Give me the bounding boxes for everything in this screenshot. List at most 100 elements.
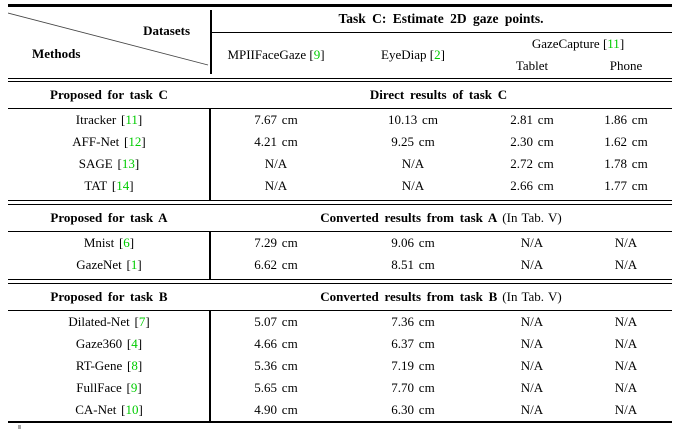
method-cell: Mnist [6]	[8, 235, 210, 251]
method-name: FullFace	[76, 379, 122, 395]
section-right-title: Direct results of task C	[369, 87, 508, 103]
citation-link[interactable]: 9	[130, 379, 138, 395]
value-cell: 6.30 cm	[391, 401, 435, 417]
value-cell: N/A	[614, 235, 638, 251]
value-cell: 7.67 cm	[254, 112, 298, 128]
table-sections: Proposed for task C Direct results of ta…	[8, 82, 672, 421]
citation-link[interactable]: 10	[125, 401, 139, 417]
column-header-gazecapture: GazeCapture [11]	[484, 33, 672, 56]
value-cell: 6.37 cm	[391, 335, 435, 351]
header-data-area: Task C: Estimate 2D gaze points. MPIIFac…	[210, 7, 672, 78]
citation-bracket: [	[134, 313, 139, 329]
value-cell: N/A	[614, 401, 638, 417]
method-cell: Dilated-Net [7]	[8, 314, 210, 330]
citation-bracket: [	[126, 357, 132, 373]
corner-methods-label: Methods	[32, 45, 81, 61]
citation-link[interactable]: 11	[607, 35, 620, 51]
citation-bracket: [	[121, 401, 126, 417]
citation-bracket: ]	[137, 357, 143, 373]
section-right-note: (In Tab. V)	[502, 288, 562, 304]
section-right-header: Converted results from task A (In Tab. V)	[210, 210, 672, 226]
value-cell: N/A	[614, 357, 638, 373]
citation-link[interactable]: 12	[128, 134, 142, 150]
value-cell: 9.06 cm	[391, 235, 435, 251]
citation-link[interactable]: 8	[131, 357, 138, 373]
value-cell: N/A	[614, 379, 638, 395]
section-right-note: (In Tab. V)	[502, 209, 562, 225]
value-cell: 2.66 cm	[510, 178, 554, 194]
corner-cell: Datasets Methods	[8, 7, 210, 78]
section-right-header: Direct results of task C	[210, 87, 672, 103]
method-name: SAGE	[78, 156, 113, 172]
citation-link[interactable]: 11	[125, 112, 138, 128]
section-right-header: Converted results from task B (In Tab. V)	[210, 289, 672, 305]
citation-bracket: [	[124, 134, 129, 150]
citation-link[interactable]: 4	[131, 335, 138, 351]
value-cell: N/A	[520, 357, 544, 373]
value-cell: 2.30 cm	[510, 134, 554, 150]
citation-bracket: [	[309, 47, 314, 62]
dataset-header-row: MPIIFaceGaze [9] EyeDiap [2] GazeCapture…	[210, 33, 672, 78]
method-name: Itracker	[75, 112, 117, 128]
divider	[8, 108, 672, 110]
dataset-name: GazeCapture	[531, 35, 600, 51]
table-row: SAGE [13] N/A N/A 2.72 cm 1.78 cm	[8, 153, 672, 175]
diagonal-line	[8, 12, 209, 65]
dataset-name: EyeDiap	[381, 47, 427, 62]
citation-bracket: ]	[138, 401, 143, 417]
citation-link[interactable]: 6	[123, 235, 130, 251]
dataset-name: MPIIFaceGaze	[227, 47, 307, 62]
value-cell: 7.70 cm	[391, 379, 435, 395]
section-right-title: Converted results from task B	[320, 288, 498, 304]
method-cell: RT-Gene [8]	[8, 358, 210, 374]
citation-bracket: [	[126, 379, 131, 395]
method-cell: FullFace [9]	[8, 380, 210, 396]
citation-link[interactable]: 7	[138, 313, 146, 329]
table-row: CA-Net [10] 4.90 cm 6.30 cm N/A N/A	[8, 399, 672, 421]
divider	[8, 309, 672, 311]
value-cell: 2.81 cm	[510, 112, 554, 128]
footnote-mark	[18, 425, 21, 429]
results-table: Datasets Methods Task C: Estimate 2D gaz…	[8, 4, 672, 424]
method-cell: TAT [14]	[8, 178, 210, 194]
method-name: RT-Gene	[75, 357, 123, 373]
citation-bracket: [	[120, 112, 126, 128]
citation-bracket: ]	[134, 156, 140, 172]
divider	[8, 230, 672, 233]
table-bottom-rule	[8, 420, 672, 424]
section-body: Dilated-Net [7] 5.07 cm 7.36 cm N/A N/A Gaz…	[8, 310, 672, 421]
section-body: Itracker [11] 7.67 cm 10.13 cm 2.81 cm 1.86…	[8, 109, 672, 201]
section-right-title: Converted results from task A	[320, 209, 498, 225]
value-cell: N/A	[401, 156, 425, 172]
section-header-row: Proposed for task C Direct results of ta…	[8, 82, 672, 108]
value-cell: N/A	[614, 335, 638, 351]
citation-bracket: [	[429, 47, 435, 62]
method-name: CA-Net	[75, 401, 117, 417]
value-cell: 9.25 cm	[391, 134, 435, 150]
table-row: Gaze360 [4] 4.66 cm 6.37 cm N/A N/A	[8, 333, 672, 355]
value-cell: N/A	[614, 257, 638, 273]
citation-bracket: ]	[619, 35, 625, 51]
subcolumn-header-phone: Phone	[609, 58, 643, 74]
table-row: RT-Gene [8] 5.36 cm 7.19 cm N/A N/A	[8, 355, 672, 377]
section-left-header: Proposed for task C	[50, 87, 168, 103]
citation-link[interactable]: 2	[434, 47, 441, 62]
value-cell: 5.65 cm	[254, 379, 298, 395]
divider-double	[8, 200, 672, 205]
citation-link[interactable]: 14	[116, 178, 130, 194]
value-cell: N/A	[264, 156, 288, 172]
method-cell: Itracker [11]	[8, 112, 210, 128]
value-cell: N/A	[520, 257, 544, 273]
citation-bracket: ]	[141, 134, 146, 150]
citation-link[interactable]: 9	[313, 47, 321, 62]
citation-link[interactable]: 13	[121, 156, 135, 172]
value-cell: N/A	[520, 235, 544, 251]
table-row: FullFace [9] 5.65 cm 7.70 cm N/A N/A	[8, 377, 672, 399]
value-cell: 1.78 cm	[604, 156, 648, 172]
table-header: Datasets Methods Task C: Estimate 2D gaz…	[8, 7, 672, 78]
column-header-gazecapture-group: GazeCapture [11] Tablet Phone	[484, 33, 672, 78]
citation-link[interactable]: 1	[130, 257, 138, 273]
value-cell: 4.66 cm	[254, 335, 298, 351]
value-cell: 5.07 cm	[254, 313, 298, 329]
